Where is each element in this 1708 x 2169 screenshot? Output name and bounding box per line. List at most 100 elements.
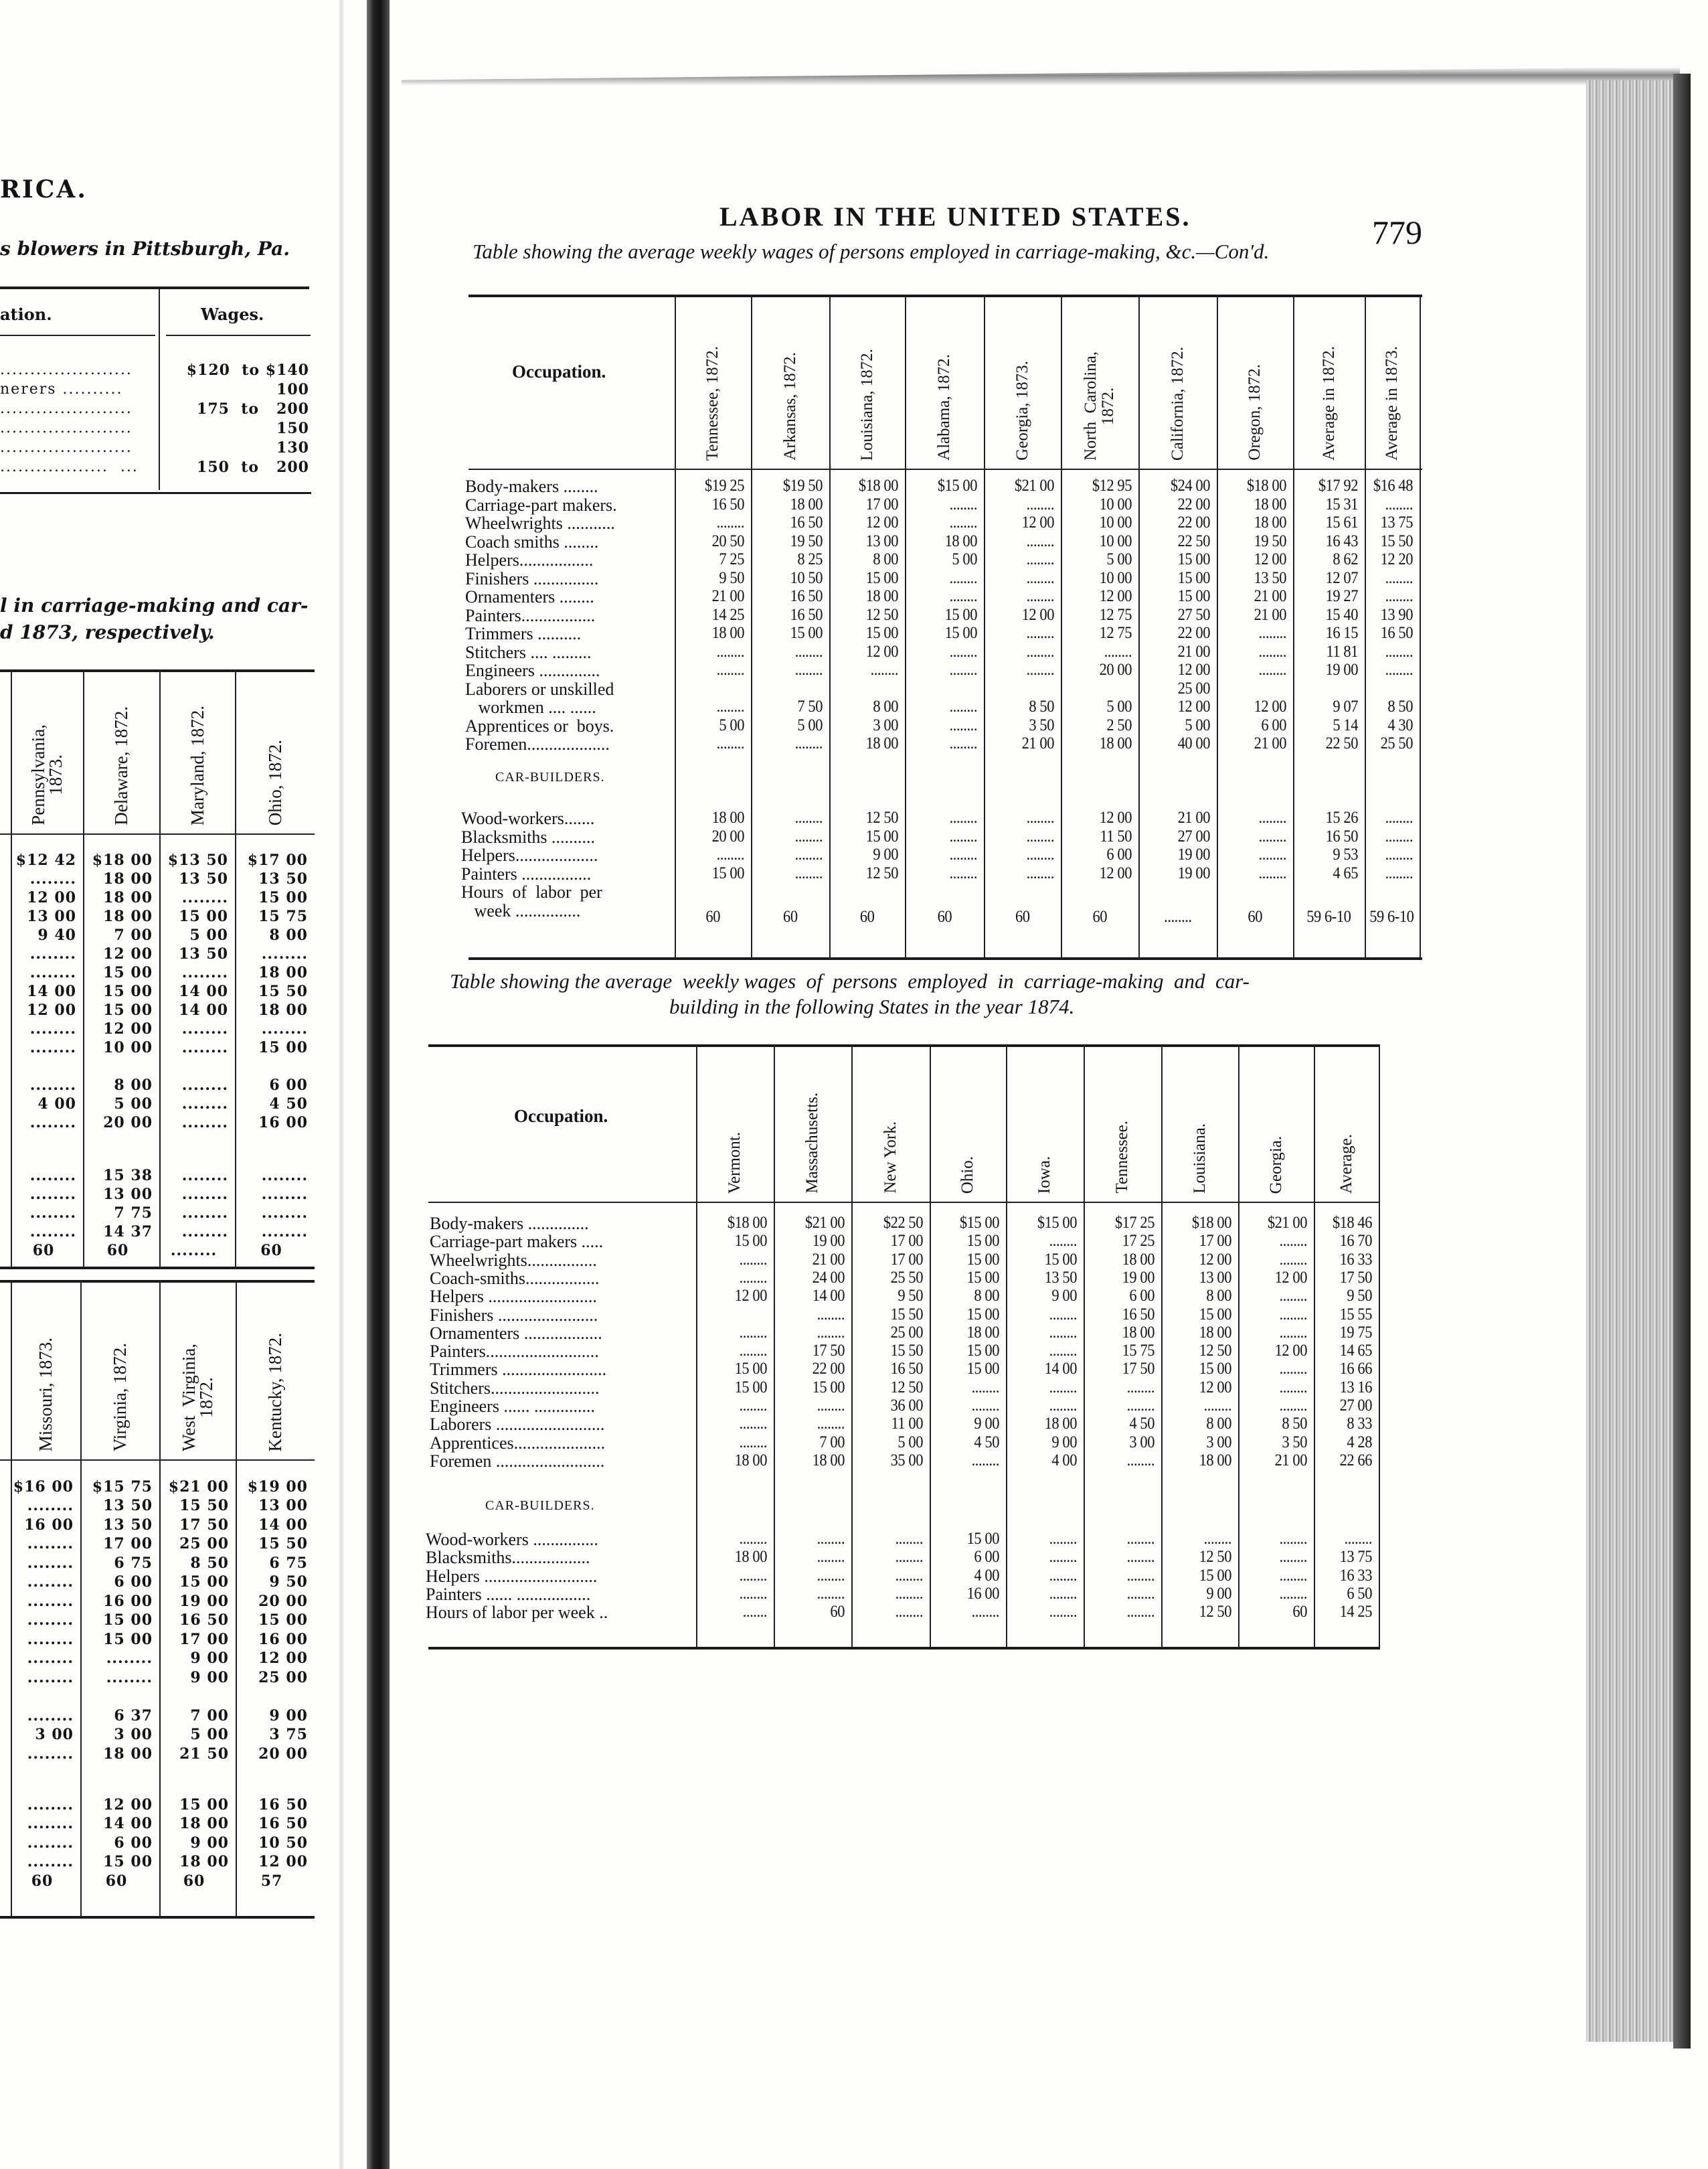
column-header-label: Georgia, 1873.: [1013, 361, 1031, 461]
table-cell: 15 50: [1380, 532, 1414, 550]
table-cell: 22 00: [812, 1360, 845, 1378]
table-cell: 4 50: [269, 1095, 308, 1113]
row-label: Ornamenters ........: [465, 587, 594, 607]
car-row-label: Blacksmiths..................: [426, 1548, 590, 1568]
table-cell: 16 66: [1339, 1360, 1373, 1378]
table-cell: 18 00: [1099, 734, 1132, 752]
table-cell: 40 00: [1177, 734, 1211, 752]
table-cell: 6 37: [114, 1706, 153, 1724]
table-cell: 15 00: [865, 624, 899, 642]
table-cell: 9 50: [719, 568, 744, 587]
car-table-cell: 12 50: [865, 809, 899, 827]
car-table-cell: ........: [27, 1795, 74, 1814]
car-table-cell: ........: [181, 1204, 228, 1222]
car-table-cell: 15 00: [865, 827, 899, 846]
car-table-cell: 14 00: [103, 1815, 153, 1833]
table-cell: 15 00: [734, 1378, 768, 1396]
table-cell: $21 00: [1267, 1214, 1308, 1232]
row-label: Wheelwrights ...........: [465, 513, 615, 533]
table-cell: 16 50: [711, 495, 745, 513]
column-header: Louisiana, 1872.: [829, 295, 905, 469]
table-cell: 18 00: [258, 963, 308, 981]
car-table-cell: 16 50: [258, 1795, 308, 1814]
table-cell: 22 00: [1177, 495, 1211, 513]
table-cell: 13 50: [1254, 568, 1287, 587]
table-cell: ........: [27, 1573, 74, 1591]
car-table-cell: 16 50: [1325, 827, 1359, 846]
car-table-cell: ........: [895, 1566, 924, 1585]
table-cell: 3 50: [1029, 716, 1054, 734]
table-cell: ........: [27, 1611, 74, 1629]
column-header-label: Vermont.: [725, 1131, 744, 1194]
table-cell: 12 20: [1380, 550, 1414, 568]
carriage-table-title-line1: l in carriage-making and car-: [0, 594, 309, 617]
table-cell: ........: [181, 963, 228, 981]
table-cell: ........: [716, 698, 745, 716]
table-cell: 15 00: [1199, 1305, 1232, 1323]
car-row-label: Hours of labor per week ..: [426, 1603, 608, 1623]
table-cell: 17 00: [890, 1250, 924, 1269]
table-cell: 13 00: [258, 1497, 308, 1515]
table-cell: 12 00: [734, 1287, 768, 1305]
table-cell: ........: [949, 716, 978, 734]
table-cell: ........: [949, 513, 978, 532]
hours-cell: ........: [170, 1241, 218, 1259]
car-table-cell: ........: [1385, 809, 1414, 827]
table-cell: ........: [971, 1378, 1000, 1396]
table-cell: 5 00: [1185, 716, 1210, 734]
table-cell: 12 00: [1254, 550, 1287, 568]
table-cell: 8 50: [1282, 1415, 1307, 1433]
car-table-cell: 11 50: [1100, 827, 1132, 846]
table-cell: 8 00: [1206, 1415, 1231, 1433]
table-cell: 19 50: [1254, 532, 1287, 550]
table-cell: 18 00: [1254, 513, 1287, 532]
table-cell: 12 07: [1325, 568, 1359, 587]
table-cell: 10 50: [790, 568, 823, 587]
table-cell: 15 50: [258, 1535, 308, 1553]
table-cell: ........: [1279, 1305, 1308, 1323]
car-table-cell: ........: [1385, 864, 1414, 882]
table-cell: 9 00: [190, 1650, 229, 1668]
column-header: California, 1872.: [1138, 295, 1217, 469]
table-cell: ........: [949, 698, 978, 716]
car-table-cell: 12 50: [1199, 1548, 1232, 1566]
column-divider: [1217, 295, 1218, 957]
table-cell: ........: [1279, 1378, 1308, 1396]
table-cell: ........: [794, 642, 823, 661]
column-divider: [675, 295, 676, 957]
column-divider: [1314, 1044, 1315, 1647]
car-table-cell: .......: [742, 1603, 768, 1621]
row-label: Laborers .........................: [430, 1415, 605, 1435]
table-cell: 15 00: [1177, 568, 1211, 587]
table-cell: ........: [1279, 1232, 1308, 1251]
table-cell: ........: [817, 1323, 845, 1342]
glass-table-title: s blowers in Pittsburgh, Pa.: [0, 238, 290, 260]
table-cell: 12 75: [1099, 605, 1132, 624]
car-table-cell: 15 26: [1325, 809, 1359, 827]
column-divider: [11, 669, 12, 1267]
column-divider: [11, 1280, 12, 1916]
column-header-label: Pennsylvania, 1873.: [28, 724, 66, 825]
car-row-label: week ...............: [461, 900, 581, 920]
car-table-cell: ........: [1279, 1566, 1308, 1585]
car-table-cell: ........: [1385, 827, 1414, 846]
table-cell: 9 00: [269, 1706, 308, 1724]
car-table-cell: 15 00: [966, 1530, 1000, 1548]
table-cell: 7 25: [719, 550, 744, 568]
table-cell: 19 00: [179, 1592, 229, 1610]
table-cell: 15 00: [103, 1630, 153, 1648]
table-cell: 15 00: [812, 1378, 845, 1396]
table-cell: $13 50: [167, 851, 228, 869]
table-cell: ........: [949, 568, 978, 587]
column-header: Average in 1872.: [1293, 295, 1365, 469]
row-label: Finishers .......................: [430, 1305, 598, 1325]
table-cell: 14 00: [1044, 1360, 1078, 1378]
table-cell: 15 00: [790, 624, 823, 642]
car-table-cell: ........: [895, 1584, 924, 1603]
table-cell: 21 00: [1177, 642, 1211, 661]
table-cell: 15 00: [1199, 1360, 1232, 1378]
column-header: Average in 1873.: [1365, 295, 1420, 469]
table-cell: ........: [1279, 1250, 1308, 1269]
car-table-cell: ........: [895, 1603, 924, 1621]
table-cell: 4 00: [37, 1095, 76, 1113]
